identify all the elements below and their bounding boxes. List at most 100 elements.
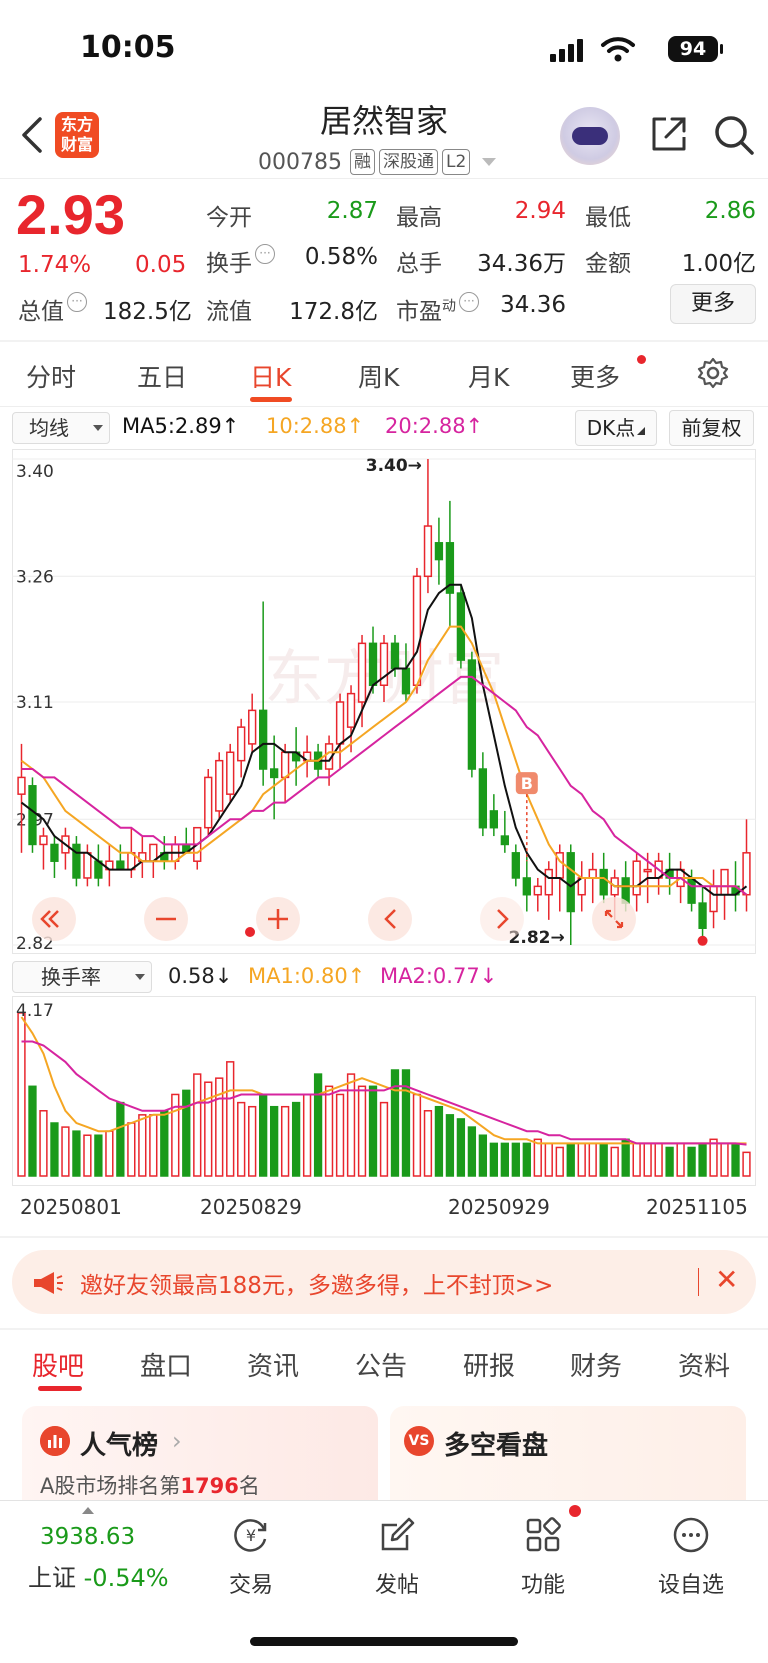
nav-functions[interactable]: 功能 bbox=[488, 1515, 598, 1599]
nav-add-watchlist[interactable]: 设自选 bbox=[636, 1515, 746, 1599]
info-icon[interactable]: ··· bbox=[67, 292, 87, 312]
candle-body bbox=[226, 751, 235, 795]
tab-financials[interactable]: 财务 bbox=[570, 1352, 623, 1382]
index-value[interactable]: 3938.63 bbox=[40, 1524, 136, 1550]
volume-indicator-select[interactable]: 换手率 bbox=[12, 961, 152, 993]
zoom-in-control[interactable] bbox=[256, 897, 300, 941]
turnover-bar bbox=[138, 1114, 147, 1177]
turnover-ma2: MA2:0.77↓ bbox=[380, 964, 498, 988]
candlestick-chart[interactable]: 东方财富 3.403.263.112.972.82 3.40→2.82→B bbox=[12, 449, 756, 954]
turnover-label: 换手 ··· bbox=[206, 244, 275, 278]
candle-body bbox=[39, 835, 48, 846]
turnover-bar bbox=[467, 1126, 477, 1177]
tab-more[interactable]: 更多 bbox=[570, 363, 621, 392]
expand-up-icon[interactable] bbox=[82, 1507, 94, 1514]
chevron-down-icon bbox=[482, 158, 497, 166]
tab-underline bbox=[250, 397, 292, 402]
candle-body bbox=[434, 542, 444, 561]
tab-announcements[interactable]: 公告 bbox=[355, 1352, 408, 1382]
pe-value: 34.36 bbox=[500, 292, 566, 318]
prev-candle-bg[interactable] bbox=[368, 897, 412, 941]
gear-icon[interactable] bbox=[697, 357, 729, 389]
index-ticker[interactable]: 上证 -0.54% bbox=[28, 1558, 169, 1593]
candle-body bbox=[401, 667, 411, 695]
candle-body bbox=[698, 902, 707, 929]
bar-chart-icon bbox=[40, 1426, 70, 1456]
stock-code-row[interactable]: 000785 融 深股通 L2 bbox=[258, 147, 497, 177]
scroll-left-control[interactable] bbox=[32, 897, 76, 941]
home-indicator bbox=[250, 1637, 518, 1646]
tab-weekly-k[interactable]: 周K bbox=[358, 363, 400, 392]
change-percent: 1.74% bbox=[18, 252, 92, 278]
tab-daily-k[interactable]: 日K bbox=[250, 363, 292, 392]
status-icons: 94 bbox=[548, 34, 723, 64]
index-name: 上证 bbox=[28, 1564, 76, 1592]
search-icon[interactable] bbox=[712, 113, 756, 157]
candle-body bbox=[423, 525, 433, 578]
shenzhen-connect-tag: 深股通 bbox=[378, 149, 438, 175]
fullscreen-control[interactable] bbox=[592, 897, 636, 941]
ma-lines bbox=[20, 583, 748, 896]
current-price: 2.93 bbox=[16, 183, 125, 246]
close-icon[interactable]: ✕ bbox=[715, 1263, 739, 1296]
bull-bear-title: 多空看盘 bbox=[444, 1431, 549, 1461]
nav-trade[interactable]: ¥ 交易 bbox=[196, 1515, 306, 1599]
turnover-bar bbox=[237, 1101, 246, 1177]
turnover-ma2-line bbox=[21, 1040, 747, 1146]
turnover-bar bbox=[731, 1142, 740, 1177]
scroll-left-bg[interactable] bbox=[32, 897, 76, 941]
rank-suffix: 名 bbox=[238, 1474, 260, 1498]
tab-profile[interactable]: 资料 bbox=[678, 1352, 731, 1382]
forward-adjust-button[interactable]: 前复权 bbox=[669, 410, 754, 446]
nav-post[interactable]: 发帖 bbox=[342, 1515, 452, 1599]
total-value-text: 总值 bbox=[18, 299, 64, 325]
next-candle-control[interactable] bbox=[480, 897, 524, 941]
share-icon[interactable] bbox=[648, 113, 690, 155]
battery-indicator: 94 bbox=[668, 36, 723, 62]
info-icon[interactable]: ··· bbox=[459, 292, 479, 312]
ai-assistant-avatar[interactable] bbox=[560, 107, 620, 165]
low-marker-dot bbox=[697, 935, 708, 946]
tab-order-book[interactable]: 盘口 bbox=[140, 1352, 193, 1382]
fullscreen-bg[interactable] bbox=[592, 897, 636, 941]
info-icon[interactable]: ··· bbox=[255, 244, 275, 264]
turnover-text: 换手 bbox=[206, 251, 252, 277]
nav-functions-label: 功能 bbox=[520, 1573, 565, 1598]
turnover-bar-chart[interactable]: 4.17 bbox=[12, 996, 756, 1186]
margin-tag: 融 bbox=[349, 149, 375, 175]
float-value-label: 流值 bbox=[206, 299, 252, 325]
volume-max-label: 4.17 bbox=[16, 1001, 54, 1021]
tab-forum[interactable]: 股吧 bbox=[32, 1352, 85, 1382]
ma20-line bbox=[21, 675, 748, 896]
indicator-select[interactable]: 均线 bbox=[12, 412, 110, 444]
promo-text[interactable]: 邀好友领最高188元，多邀多得，上不封顶>> bbox=[80, 1273, 554, 1299]
prev-candle-control[interactable] bbox=[368, 897, 412, 941]
y-axis-label: 3.26 bbox=[16, 567, 54, 587]
pe-sup: 动 bbox=[442, 298, 456, 315]
turnover-bar bbox=[544, 1142, 553, 1177]
volume-ma-lines bbox=[20, 1016, 747, 1146]
turnover-bar bbox=[280, 1105, 290, 1177]
candle-body bbox=[412, 575, 422, 686]
tab-intraday[interactable]: 分时 bbox=[26, 363, 77, 392]
grid-icon bbox=[526, 1517, 561, 1552]
tab-monthly-k[interactable]: 月K bbox=[468, 363, 510, 392]
more-button[interactable]: 更多 bbox=[670, 284, 756, 324]
promo-banner[interactable] bbox=[12, 1250, 756, 1314]
candle-body bbox=[632, 860, 641, 896]
turnover-bar bbox=[116, 1101, 125, 1177]
next-candle-bg[interactable] bbox=[480, 897, 524, 941]
svg-text:¥: ¥ bbox=[246, 1526, 256, 1545]
candle-body bbox=[390, 642, 400, 670]
chevron-right-icon: › bbox=[172, 1427, 182, 1455]
dk-point-button[interactable]: DK点 bbox=[575, 410, 657, 446]
back-arrow-icon[interactable] bbox=[18, 115, 48, 155]
turnover-bar bbox=[709, 1138, 718, 1177]
tab-news[interactable]: 资讯 bbox=[247, 1352, 300, 1382]
tab-five-day[interactable]: 五日 bbox=[137, 363, 188, 392]
candle-body bbox=[248, 709, 257, 745]
candle-body bbox=[357, 642, 367, 703]
rank-prefix: A股市场排名第 bbox=[40, 1474, 181, 1498]
tab-research[interactable]: 研报 bbox=[463, 1352, 516, 1382]
zoom-out-control[interactable] bbox=[144, 897, 188, 941]
